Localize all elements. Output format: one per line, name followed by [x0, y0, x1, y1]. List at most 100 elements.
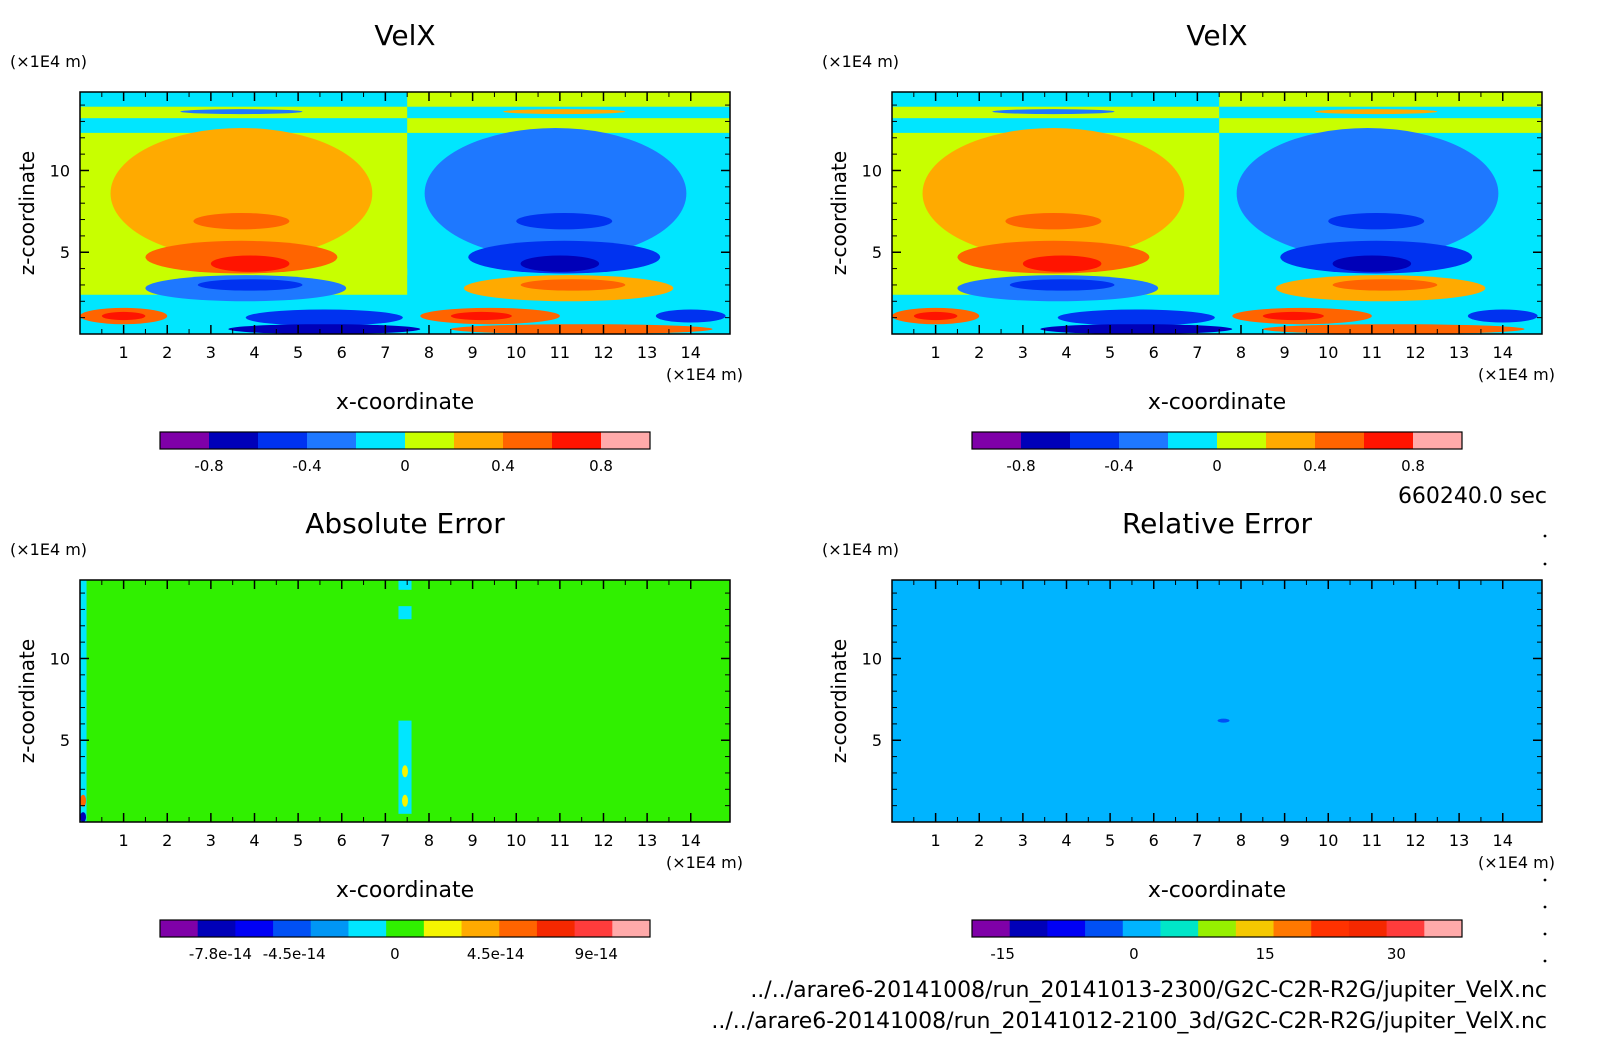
x-tick-label: 7 — [380, 343, 390, 362]
y-axis-label: z-coordinate — [827, 151, 851, 275]
x-axis: 1 2 3 4 5 6 7 8 9 10 11 12 13 14 — [101, 580, 701, 850]
y-tick-label: 5 — [60, 731, 70, 750]
colorbar-swatch — [574, 920, 613, 937]
field-contour — [1005, 213, 1102, 230]
field-contour — [80, 812, 87, 823]
x-axis-label: x-coordinate — [1148, 878, 1286, 903]
x-tick-label: 10 — [1318, 343, 1338, 362]
x-axis: 1 2 3 4 5 6 7 8 9 10 11 12 13 14 — [913, 92, 1513, 362]
field-contour — [520, 255, 600, 272]
colorbar-swatch — [209, 432, 259, 449]
field-contour — [1236, 127, 1499, 259]
y-unit-label: (×1E4 m) — [10, 540, 87, 559]
field-contour — [80, 794, 87, 807]
colorbar-swatch — [258, 432, 308, 449]
x-tick-label: 14 — [1493, 831, 1513, 850]
field-contour — [180, 109, 303, 115]
colorbar-tick-label: -15 — [990, 945, 1015, 963]
y-tick-label: 10 — [862, 161, 882, 180]
colorbar-swatch — [405, 432, 455, 449]
separator-dot — [1543, 562, 1547, 566]
field-contour — [450, 311, 512, 321]
colorbar-swatch — [1160, 920, 1199, 937]
colorbar-tick-label: 0.4 — [1303, 457, 1327, 475]
field-contour — [520, 279, 626, 291]
x-axis: 1 2 3 4 5 6 7 8 9 10 11 12 13 14 — [101, 92, 701, 362]
colorbar-tick-label: -0.8 — [1006, 457, 1035, 475]
x-tick-label: 14 — [1493, 343, 1513, 362]
x-tick-label: 7 — [380, 831, 390, 850]
colorbar-swatch — [235, 920, 274, 937]
colorbar-swatch — [386, 920, 425, 937]
x-tick-label: 4 — [249, 343, 259, 362]
y-tick-label: 5 — [872, 731, 882, 750]
colorbar-frame — [971, 431, 1463, 450]
field-contour — [1332, 255, 1412, 272]
y-unit-label: (×1E4 m) — [822, 540, 899, 559]
field-contour — [1027, 133, 1080, 139]
x-tick-label: 14 — [681, 343, 701, 362]
x-tick-label: 11 — [550, 831, 570, 850]
x-tick-label: 1 — [931, 343, 941, 362]
colorbar-tick-label: 0 — [390, 945, 400, 963]
x-tick-label: 6 — [1149, 343, 1159, 362]
field-region — [398, 606, 412, 620]
x-axis: 1 2 3 4 5 6 7 8 9 10 11 12 13 14 — [913, 580, 1513, 850]
x-tick-label: 13 — [637, 831, 657, 850]
colorbar-tick-label: 0 — [1129, 945, 1139, 963]
colorbar-swatch — [1217, 432, 1267, 449]
field-contour — [228, 324, 421, 335]
colorbar-swatch — [1119, 432, 1169, 449]
colorbar-swatch — [1266, 432, 1316, 449]
x-tick-label: 11 — [550, 343, 570, 362]
field-contour — [245, 309, 403, 326]
colorbar-swatch — [1168, 432, 1218, 449]
field-contour — [1040, 324, 1233, 335]
field-contour — [1467, 309, 1538, 323]
colorbar-swatch — [1348, 920, 1388, 937]
colorbar-tick-label: 9e-14 — [575, 945, 618, 963]
field-contour — [1009, 279, 1115, 291]
y-tick-label: 10 — [50, 649, 70, 668]
separator-dot — [1543, 534, 1547, 538]
field-contour — [992, 109, 1115, 115]
field-band — [1219, 118, 1542, 133]
colorbar-swatch — [1085, 920, 1124, 937]
x-tick-label: 7 — [1192, 831, 1202, 850]
x-tick-label: 8 — [424, 343, 434, 362]
x-unit-label: (×1E4 m) — [1478, 853, 1555, 872]
colorbar-swatch — [348, 920, 387, 937]
colorbar-swatch — [454, 432, 504, 449]
colorbar-tick-label: 30 — [1387, 945, 1406, 963]
colorbar-swatch — [612, 920, 651, 937]
x-unit-label: (×1E4 m) — [666, 365, 743, 384]
x-tick-label: 12 — [593, 343, 613, 362]
y-tick-label: 5 — [872, 243, 882, 262]
field-contour — [402, 765, 408, 778]
x-tick-label: 4 — [1061, 343, 1071, 362]
field-contour — [538, 133, 591, 139]
y-axis: 5 10 — [862, 592, 1542, 807]
colorbar-swatch — [1070, 432, 1120, 449]
x-tick-label: 3 — [206, 831, 216, 850]
y-tick-label: 10 — [862, 649, 882, 668]
x-tick-label: 13 — [637, 343, 657, 362]
colorbar-tick-label: 0.8 — [589, 457, 613, 475]
colorbar-frame — [159, 919, 651, 938]
chart-title: Relative Error — [1122, 507, 1313, 540]
x-tick-label: 10 — [506, 831, 526, 850]
colorbar-swatch — [273, 920, 312, 937]
colorbar-tick-label: -0.4 — [292, 457, 321, 475]
colorbar-swatch — [310, 920, 349, 937]
field-contour — [1022, 255, 1102, 272]
field-area — [892, 580, 1542, 822]
x-tick-label: 5 — [1105, 343, 1115, 362]
field-contour — [1057, 309, 1215, 326]
field-contour — [655, 309, 726, 323]
plot-frame — [891, 91, 1543, 335]
y-axis-label: z-coordinate — [827, 639, 851, 763]
colorbar-frame — [971, 919, 1463, 938]
chart-panel-4: Relative Error (×1E4 m) 1 2 3 4 5 6 7 8 9 10 11 12 13 1… — [822, 507, 1555, 963]
colorbar-tick-label: -4.5e-14 — [263, 945, 326, 963]
field-contour — [193, 213, 290, 230]
